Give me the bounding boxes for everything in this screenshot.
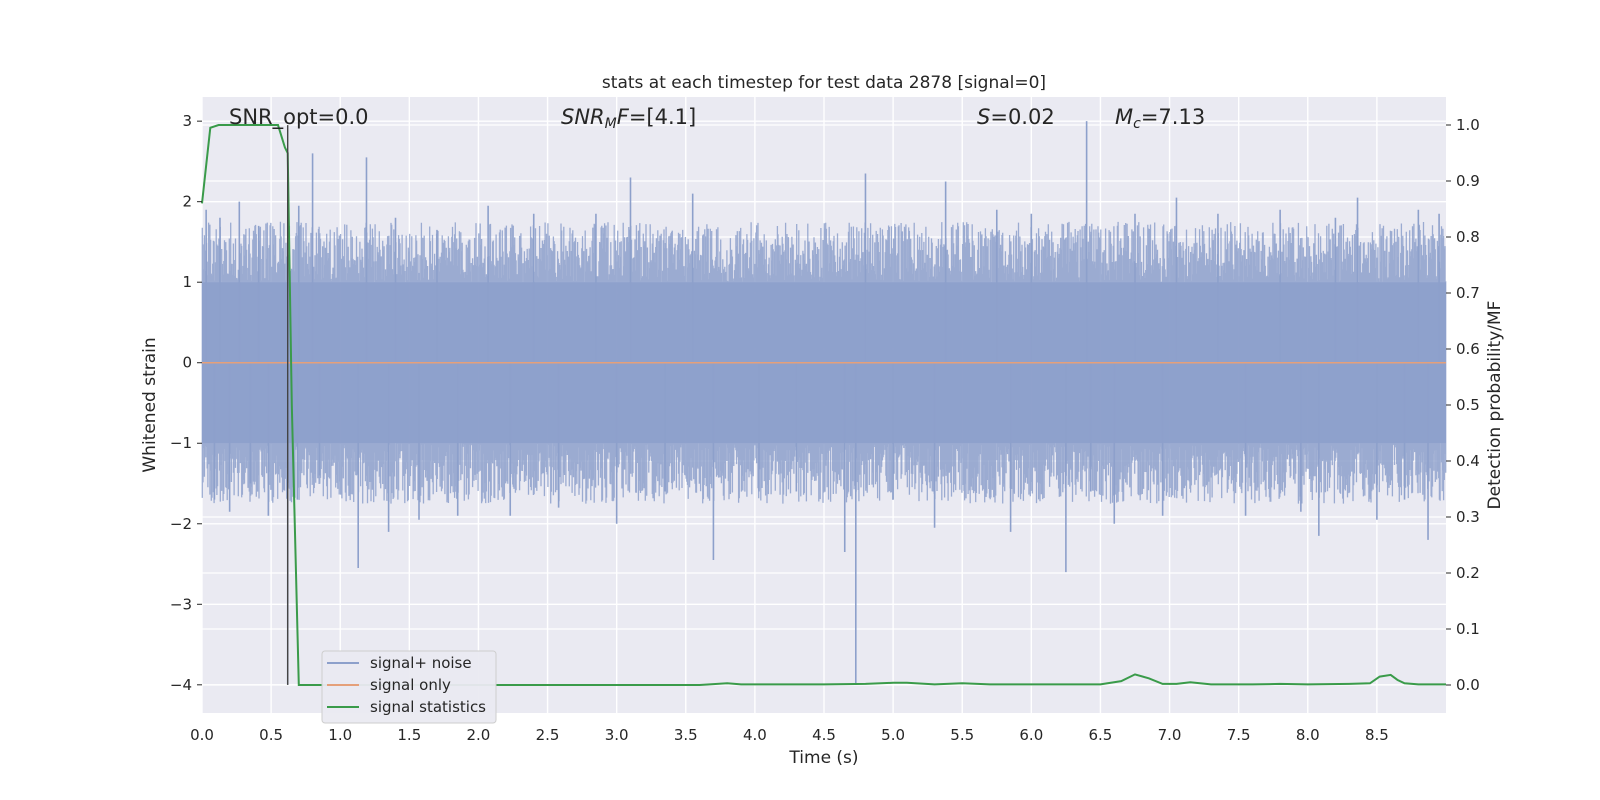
signal-statistics-line bbox=[201, 124, 1446, 686]
y2-tick-label: 0.6 bbox=[1456, 340, 1480, 358]
y2-tick-label: 0.5 bbox=[1456, 396, 1480, 414]
y2-tick-labels: 1.0 0.9 0.8 0.7 0.6 0.5 0.4 0.3 0.2 0.1 0.0 bbox=[1446, 116, 1480, 694]
x-tick-label: 8.5 bbox=[1365, 726, 1389, 744]
x-tick-label: 1.0 bbox=[328, 726, 352, 744]
y2-tick-label: 0.9 bbox=[1456, 172, 1480, 190]
legend-label-signal-noise: signal+ noise bbox=[370, 654, 472, 672]
annotation-snr-mf: SNRMF=[4.1] bbox=[561, 105, 696, 132]
snr-mf-subscript: M bbox=[605, 116, 617, 132]
snr-mf-symbol-f: F bbox=[617, 105, 630, 129]
y-tick-label: 3 bbox=[182, 112, 192, 130]
x-tick-label: 2.0 bbox=[467, 726, 491, 744]
x-tick-label: 6.0 bbox=[1019, 726, 1043, 744]
s-value: =0.02 bbox=[990, 105, 1054, 129]
y2-tick-label: 0.2 bbox=[1456, 564, 1480, 582]
y-tick-label: −3 bbox=[170, 595, 192, 613]
x-tick-labels: 0.0 0.5 1.0 1.5 2.0 2.5 3.0 3.5 4.0 4.5 5.0 5.5 6.0 6… bbox=[190, 726, 1389, 744]
x-tick-label: 7.0 bbox=[1158, 726, 1182, 744]
x-tick-label: 5.5 bbox=[950, 726, 974, 744]
legend-box bbox=[321, 650, 497, 724]
x-tick-label: 0.5 bbox=[259, 726, 283, 744]
legend: signal+ noise signal only signal statist… bbox=[321, 650, 497, 724]
x-tick-label: 1.5 bbox=[397, 726, 421, 744]
x-tick-label: 6.5 bbox=[1089, 726, 1113, 744]
annotation-snr-opt: SNR_opt=0.0 bbox=[229, 105, 369, 130]
mc-subscript: c bbox=[1133, 116, 1141, 132]
s-symbol: S bbox=[977, 105, 990, 129]
chart-title: stats at each timestep for test data 287… bbox=[602, 73, 1046, 93]
x-tick-label: 2.5 bbox=[536, 726, 560, 744]
y2-tick-label: 0.0 bbox=[1456, 676, 1480, 694]
y-tick-label: −4 bbox=[170, 676, 192, 694]
annotation-s: S=0.02 bbox=[977, 105, 1055, 129]
annotation-mc: Mc=7.13 bbox=[1115, 105, 1205, 132]
y2-tick-label: 0.3 bbox=[1456, 508, 1480, 526]
legend-label-signal-only: signal only bbox=[370, 676, 451, 694]
x-tick-label: 7.5 bbox=[1227, 726, 1251, 744]
x-tick-label: 3.0 bbox=[605, 726, 629, 744]
signal-statistics-series bbox=[201, 124, 1446, 686]
mc-symbol: M bbox=[1115, 105, 1133, 129]
x-tick-label: 0.0 bbox=[190, 726, 214, 744]
mc-value: =7.13 bbox=[1141, 105, 1205, 129]
y-tick-label: 1 bbox=[182, 273, 192, 291]
y2-tick-label: 0.1 bbox=[1456, 620, 1480, 638]
x-tick-label: 4.0 bbox=[743, 726, 767, 744]
snr-mf-value: =[4.1] bbox=[629, 105, 696, 129]
x-tick-label: 5.0 bbox=[881, 726, 905, 744]
y2-tick-label: 0.7 bbox=[1456, 284, 1480, 302]
legend-label-signal-statistics: signal statistics bbox=[370, 698, 486, 716]
y2-axis-label: Detection probability/MF bbox=[1485, 301, 1505, 510]
y-tick-label: −1 bbox=[170, 434, 192, 452]
y2-tick-label: 1.0 bbox=[1456, 116, 1480, 134]
y2-tick-label: 0.8 bbox=[1456, 228, 1480, 246]
x-axis-label: Time (s) bbox=[788, 748, 858, 768]
y-tick-labels: 3 2 1 0 −1 −2 −3 −4 bbox=[170, 112, 202, 694]
x-tick-label: 4.5 bbox=[812, 726, 836, 744]
x-tick-label: 3.5 bbox=[674, 726, 698, 744]
y-tick-label: 0 bbox=[182, 354, 192, 372]
y-axis-label: Whitened strain bbox=[140, 337, 160, 472]
y-tick-label: −2 bbox=[170, 515, 192, 533]
y2-tick-label: 0.4 bbox=[1456, 452, 1480, 470]
x-tick-label: 8.0 bbox=[1296, 726, 1320, 744]
snr-mf-symbol: SNR bbox=[561, 105, 605, 129]
y-tick-label: 2 bbox=[182, 193, 192, 211]
